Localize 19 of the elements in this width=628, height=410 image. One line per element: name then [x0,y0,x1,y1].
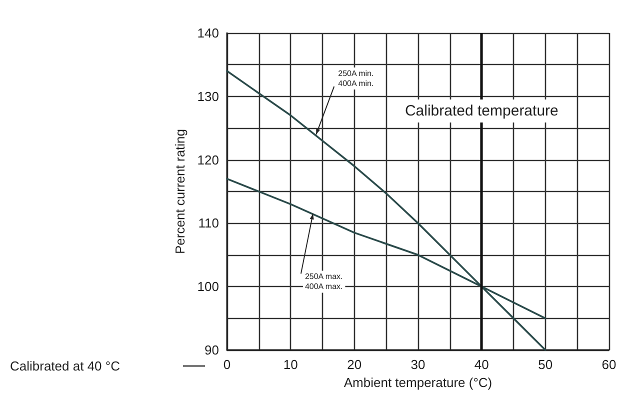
x-axis-title: Ambient temperature (°C) [344,375,492,390]
annotation: 250A max. 400A max. [304,272,343,292]
y-tick-label: 120 [197,152,219,168]
y-tick-label: 100 [197,279,219,294]
y-tick-label: 110 [198,216,219,231]
x-tick-label: 60 [602,357,616,372]
x-tick-label: 0 [223,357,231,372]
x-tick-label: 10 [283,357,298,372]
x-tick-label: 50 [538,357,553,372]
text: Calibrated at 40 °C [10,358,120,374]
ref-line-label: Calibrated temperature [404,102,558,120]
y-tick-label: 140 [197,26,219,40]
x-tick-label: 40 [474,357,489,372]
x-tick-label: 20 [347,357,362,372]
annotation: 250A min. 400A min. [338,68,374,88]
y-axis-title: Percent current rating [172,128,188,254]
y-tick-label: 130 [197,88,219,104]
x-tick-label: 30 [410,357,426,372]
y-tick-label: 90 [204,342,219,358]
